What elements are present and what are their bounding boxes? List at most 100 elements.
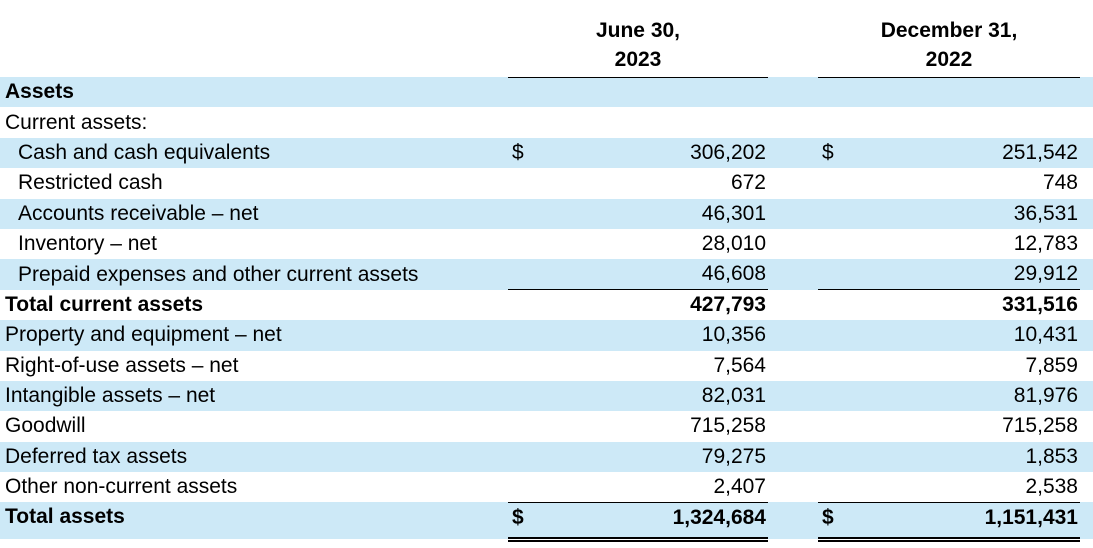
numeric-cell: 82,031 xyxy=(508,381,768,411)
column-gap xyxy=(768,351,818,381)
row-label: Cash and cash equivalents xyxy=(18,140,271,164)
numeric-cell: 28,010 xyxy=(508,229,768,259)
value-june-30-2023: 28,010 xyxy=(701,232,766,256)
column-header-period-1-line2: 2023 xyxy=(614,47,662,71)
numeric-cell-content: 79,275 xyxy=(508,445,768,469)
numeric-cell-content: $251,542 xyxy=(818,141,1080,165)
column-gap xyxy=(768,199,818,229)
row-label: Property and equipment – net xyxy=(5,323,282,347)
value-december-31-2022: 12,783 xyxy=(1013,232,1078,256)
edge-spacer xyxy=(1080,442,1093,472)
dollar-sign: $ xyxy=(512,505,524,529)
value-june-30-2023: 2,407 xyxy=(713,475,766,499)
numeric-cell: 715,258 xyxy=(508,411,768,441)
dollar-sign: $ xyxy=(512,140,524,164)
numeric-cell-content: 28,010 xyxy=(508,232,768,256)
value-december-31-2022: 29,912 xyxy=(1013,262,1078,286)
table-row: Right-of-use assets – net 7,564 7,859 xyxy=(0,351,1093,381)
numeric-cell: 1,853 xyxy=(818,442,1080,472)
column-header-period-1-line1: June 30, xyxy=(595,18,681,42)
numeric-cell: 7,564 xyxy=(508,351,768,381)
column-header-period-2: December 31, 2022 xyxy=(818,0,1080,78)
column-gap xyxy=(768,320,818,350)
column-gap xyxy=(768,138,818,168)
row-label: Right-of-use assets – net xyxy=(5,353,239,377)
numeric-cell-content: 2,407 xyxy=(508,475,768,499)
numeric-cell: 427,793 xyxy=(508,290,768,320)
numeric-cell-content: $306,202 xyxy=(508,141,768,165)
edge-spacer xyxy=(1080,77,1093,107)
table-row: Property and equipment – net 10,356 10,431 xyxy=(0,320,1093,351)
edge-spacer xyxy=(1080,290,1093,320)
numeric-cell: $1,151,431 xyxy=(818,502,1080,542)
value-june-30-2023: 306,202 xyxy=(690,140,766,164)
numeric-cell xyxy=(818,107,1080,137)
numeric-cell: 81,976 xyxy=(818,381,1080,411)
edge-spacer xyxy=(1080,199,1093,229)
table-row: Deferred tax assets 79,275 1,853 xyxy=(0,441,1093,473)
table-header: June 30, 2023 December 31, 2022 xyxy=(0,0,1093,78)
numeric-cell xyxy=(508,107,768,137)
column-header-period-1: June 30, 2023 xyxy=(508,0,768,78)
row-label: Total assets xyxy=(5,505,125,529)
numeric-cell-content: 7,564 xyxy=(508,354,768,378)
row-label: Accounts receivable – net xyxy=(18,201,259,225)
edge-spacer xyxy=(1080,320,1093,350)
value-december-31-2022: 7,859 xyxy=(1025,353,1078,377)
edge-spacer xyxy=(1080,107,1093,137)
table-row: Intangible assets – net 82,031 81,976 xyxy=(0,380,1093,412)
header-edge-spacer xyxy=(1080,0,1093,77)
numeric-cell-content: 10,356 xyxy=(508,323,768,347)
column-gap xyxy=(768,229,818,259)
numeric-cell: 748 xyxy=(818,168,1080,198)
numeric-cell-content: 46,608 xyxy=(508,262,768,286)
numeric-cell xyxy=(818,77,1080,107)
numeric-cell xyxy=(508,77,768,107)
column-gap xyxy=(768,381,818,411)
numeric-cell-content: 29,912 xyxy=(818,262,1080,286)
numeric-cell: 10,356 xyxy=(508,320,768,350)
numeric-cell-content: 715,258 xyxy=(818,414,1080,438)
column-header-period-2-line1: December 31, xyxy=(880,18,1018,42)
numeric-cell-content: 427,793 xyxy=(508,293,768,317)
header-spacer xyxy=(0,0,508,77)
value-june-30-2023: 82,031 xyxy=(701,384,766,408)
value-june-30-2023: 1,324,684 xyxy=(672,505,766,529)
numeric-cell: 46,301 xyxy=(508,199,768,229)
numeric-cell-content: 10,431 xyxy=(818,323,1080,347)
numeric-cell: 7,859 xyxy=(818,351,1080,381)
row-label: Current assets: xyxy=(5,110,148,134)
table-row: Total assets $1,324,684 $1,151,431 xyxy=(0,502,1093,542)
value-june-30-2023: 7,564 xyxy=(713,353,766,377)
column-gap xyxy=(768,411,818,441)
table-row: Accounts receivable – net 46,301 36,531 xyxy=(0,198,1093,229)
table-row: Goodwill 715,258 715,258 xyxy=(0,411,1093,441)
edge-spacer xyxy=(1080,502,1093,539)
value-december-31-2022: 715,258 xyxy=(1002,414,1078,438)
edge-spacer xyxy=(1080,381,1093,411)
column-gap xyxy=(768,442,818,472)
value-december-31-2022: 1,853 xyxy=(1025,444,1078,468)
numeric-cell: 2,538 xyxy=(818,472,1080,503)
table-row: Other non-current assets 2,407 2,538 xyxy=(0,472,1093,503)
value-june-30-2023: 46,608 xyxy=(701,262,766,286)
numeric-cell-content: $1,151,431 xyxy=(818,503,1080,533)
row-label: Restricted cash xyxy=(18,171,163,195)
header-row: June 30, 2023 December 31, 2022 xyxy=(0,0,1093,78)
row-label: Deferred tax assets xyxy=(5,444,188,468)
table-row: Assets xyxy=(0,77,1093,108)
numeric-cell-content: 81,976 xyxy=(818,384,1080,408)
numeric-cell-content: 1,853 xyxy=(818,445,1080,469)
row-label: Intangible assets – net xyxy=(5,384,216,408)
column-gap xyxy=(768,502,818,539)
value-december-31-2022: 251,542 xyxy=(1002,140,1078,164)
row-label: Goodwill xyxy=(5,414,86,438)
edge-spacer xyxy=(1080,472,1093,502)
table-row: Prepaid expenses and other current asset… xyxy=(0,259,1093,291)
edge-spacer xyxy=(1080,168,1093,198)
row-label: Assets xyxy=(5,80,74,104)
numeric-cell-content: 7,859 xyxy=(818,354,1080,378)
value-december-31-2022: 1,151,431 xyxy=(984,505,1078,529)
column-gap xyxy=(768,168,818,198)
